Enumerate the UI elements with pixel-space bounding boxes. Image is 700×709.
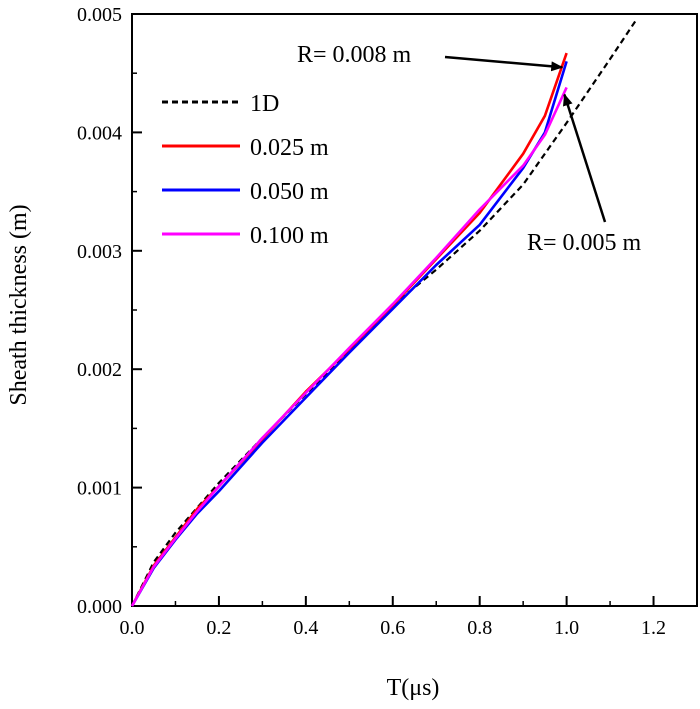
x-tick-label: 0.0 <box>120 617 145 639</box>
y-tick-label: 0.000 <box>77 596 122 618</box>
y-tick-label: 0.005 <box>77 4 122 26</box>
annotation-arrow <box>563 93 607 223</box>
legend-label: 0.025 m <box>250 135 329 161</box>
series-layer <box>130 19 638 607</box>
x-tick-label: 0.8 <box>467 617 492 639</box>
series-line-1d <box>131 19 638 607</box>
y-tick-label: 0.002 <box>77 359 122 381</box>
series-line-0-100-m <box>130 86 568 607</box>
annotations: R= 0.008 m R= 0.005 m <box>297 42 642 256</box>
y-axis-title: Sheath thickness (m) <box>6 204 32 405</box>
x-tick-label: 0.2 <box>206 617 231 639</box>
annotation-label: R= 0.005 m <box>527 230 642 256</box>
x-tick-label: 0.6 <box>380 617 405 639</box>
y-tick-label: 0.004 <box>77 122 122 144</box>
x-tick-label: 1.0 <box>554 617 579 639</box>
y-tick-label: 0.003 <box>77 241 122 263</box>
annotation-label: R= 0.008 m <box>297 42 412 68</box>
legend-label: 0.100 m <box>250 223 329 249</box>
x-tick-label: 0.4 <box>293 617 318 639</box>
series-line-0-025-m <box>130 52 568 607</box>
axes-layer: 0.0 0.2 0.4 0.6 0.8 1.0 1.2 0.000 0.001 0.002 0.00… <box>77 4 698 639</box>
x-axis-title: T(μs) <box>387 675 440 701</box>
x-tick-label: 1.2 <box>641 617 666 639</box>
legend: 1D 0.025 m 0.050 m 0.100 m <box>162 91 329 249</box>
series-line-0-050-m <box>130 61 568 607</box>
annotation-arrow <box>444 55 564 72</box>
y-tick-label: 0.001 <box>77 478 122 500</box>
legend-label: 1D <box>250 91 279 117</box>
legend-label: 0.050 m <box>250 179 329 205</box>
